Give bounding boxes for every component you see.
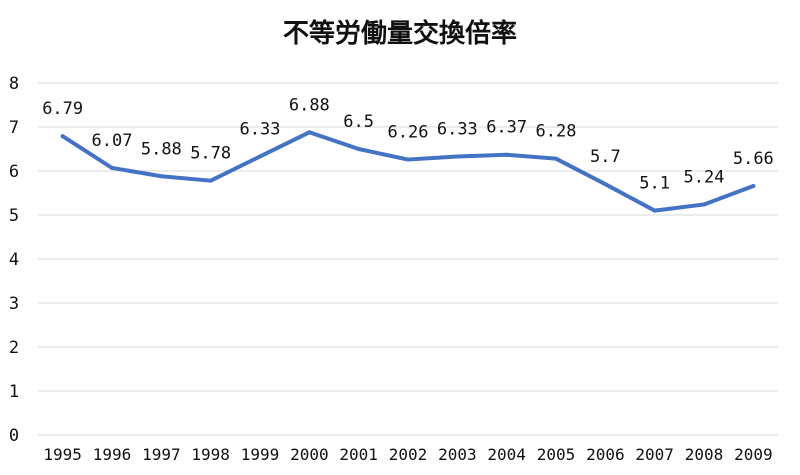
y-tick-label: 6 xyxy=(9,162,19,182)
y-tick-label: 2 xyxy=(9,338,19,358)
y-axis-tick-labels: 0 1 2 3 4 5 6 7 8 xyxy=(9,74,19,446)
x-tick-label: 2007 xyxy=(635,445,674,464)
data-point xyxy=(110,165,114,170)
data-label: 5.1 xyxy=(639,174,670,194)
data-label: 5.88 xyxy=(141,139,182,159)
data-point xyxy=(356,147,361,151)
data-point xyxy=(60,134,65,139)
data-labels: 6.79 6.07 5.88 5.78 6.33 6.88 6.5 6.26 6.33 6.37 6… xyxy=(42,95,774,213)
x-tick-label: 2009 xyxy=(734,445,773,464)
chart-title: 不等労働量交換倍率 xyxy=(283,18,517,49)
data-point xyxy=(159,174,164,179)
data-point xyxy=(406,157,410,162)
data-point xyxy=(208,178,213,183)
x-tick-label: 2008 xyxy=(685,445,724,464)
data-label: 6.28 xyxy=(536,122,577,142)
x-tick-label: 1998 xyxy=(191,445,230,464)
x-tick-label: 2003 xyxy=(438,445,477,464)
data-label: 6.37 xyxy=(486,118,527,138)
data-point xyxy=(554,156,558,161)
y-tick-label: 5 xyxy=(9,206,19,226)
x-tick-label: 2004 xyxy=(487,445,526,464)
data-point xyxy=(702,202,706,207)
y-tick-label: 4 xyxy=(9,250,19,270)
data-label: 6.26 xyxy=(388,123,429,143)
x-tick-label: 2006 xyxy=(586,445,625,464)
data-point xyxy=(751,183,756,188)
x-tick-label: 1999 xyxy=(241,445,280,464)
data-point xyxy=(258,154,262,159)
data-label: 6.33 xyxy=(437,119,478,139)
data-point xyxy=(652,208,657,213)
x-tick-label: 1997 xyxy=(142,445,181,464)
data-label: 6.5 xyxy=(343,112,374,132)
data-point xyxy=(307,130,312,135)
gridlines xyxy=(38,82,778,436)
y-tick-label: 8 xyxy=(9,74,19,94)
y-tick-label: 7 xyxy=(9,118,19,138)
data-label: 6.33 xyxy=(240,119,281,139)
x-tick-label: 1995 xyxy=(43,445,82,464)
data-label: 5.7 xyxy=(590,147,621,167)
x-tick-label: 2001 xyxy=(339,445,378,464)
data-point xyxy=(455,154,460,159)
x-tick-label: 1996 xyxy=(93,445,132,464)
x-tick-label: 2000 xyxy=(290,445,329,464)
data-label: 6.88 xyxy=(289,95,330,115)
data-label: 6.07 xyxy=(92,131,133,151)
data-label: 5.66 xyxy=(733,149,774,169)
data-label: 5.24 xyxy=(684,167,725,187)
data-label: 6.79 xyxy=(42,99,83,119)
y-tick-label: 3 xyxy=(9,294,19,314)
x-tick-label: 2005 xyxy=(537,445,576,464)
data-point xyxy=(603,182,608,187)
y-tick-label: 1 xyxy=(9,382,19,402)
x-tick-label: 2002 xyxy=(389,445,428,464)
x-axis-tick-labels: 1995 1996 1997 1998 1999 2000 2001 2002 2003 2004… xyxy=(43,445,772,464)
data-label: 5.78 xyxy=(190,144,231,164)
data-point xyxy=(504,152,509,157)
y-tick-label: 0 xyxy=(9,426,19,446)
